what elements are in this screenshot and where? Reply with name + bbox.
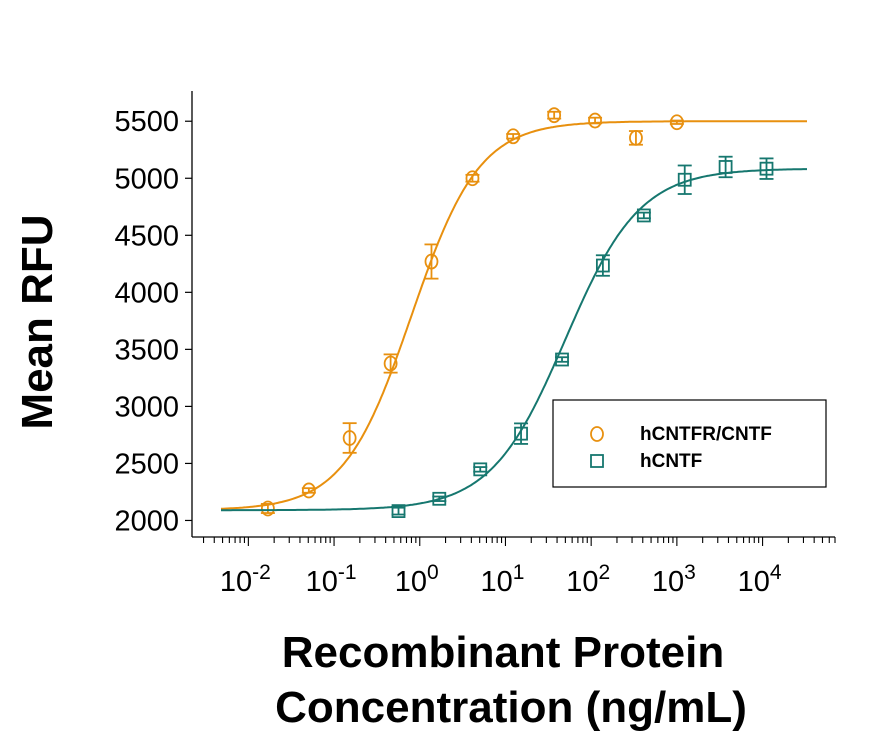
fit-curve-hcntf	[221, 168, 807, 512]
legend-circle-marker	[590, 426, 604, 442]
data-point	[669, 114, 684, 131]
legend: hCNTFR/CNTF hCNTF	[552, 399, 827, 488]
square-marker	[677, 172, 692, 187]
data-point	[718, 155, 733, 179]
circle-marker	[588, 112, 602, 129]
square-marker	[432, 491, 447, 506]
data-point	[424, 243, 439, 280]
square-marker	[636, 208, 651, 223]
circle-marker	[506, 128, 521, 145]
data-point	[432, 491, 447, 506]
data-point	[391, 504, 406, 519]
circle-marker	[301, 482, 316, 499]
data-point	[506, 128, 521, 145]
data-point	[677, 164, 692, 195]
data-point	[555, 352, 570, 367]
data-point	[547, 107, 562, 124]
legend-square-marker	[590, 454, 604, 468]
data-point	[588, 112, 603, 129]
square-marker	[595, 258, 610, 273]
data-point	[301, 482, 316, 499]
legend-box	[552, 399, 827, 488]
y-tick-label: 5500	[114, 106, 179, 138]
circle-marker	[342, 430, 357, 446]
y-tick-label: 4500	[114, 220, 179, 252]
square-marker	[759, 161, 774, 176]
data-point	[514, 422, 529, 445]
circle-marker	[669, 114, 684, 131]
y-tick-label: 3500	[114, 334, 179, 366]
circle-marker	[424, 253, 439, 270]
data-point	[342, 422, 357, 454]
legend-label-hcntfr-cntf: hCNTFR/CNTF	[640, 424, 772, 445]
circle-marker	[383, 355, 398, 372]
x-tick-label: 101	[480, 561, 524, 598]
y-tick-label: 3000	[114, 391, 179, 423]
y-tick-label: 4000	[114, 277, 179, 309]
x-tick-label: 10-2	[220, 561, 271, 598]
x-tick-label: 10-1	[306, 561, 357, 598]
plot-area	[220, 107, 807, 519]
x-tick-label: 102	[566, 561, 610, 598]
data-point	[759, 157, 774, 180]
y-tick-label: 2500	[114, 448, 179, 480]
square-marker	[473, 462, 488, 477]
axes: 2000 2500 3000 3500 4000 4500 5000 5500 10-2 10-1…	[114, 91, 836, 598]
circle-marker	[629, 129, 643, 146]
y-tick-label: 2000	[114, 505, 179, 537]
legend-label-hcntf: hCNTF	[640, 451, 702, 472]
square-marker	[391, 504, 406, 519]
square-marker	[555, 352, 569, 367]
y-axis-title: Mean RFU	[13, 214, 62, 429]
data-point	[636, 208, 651, 223]
x-tick-label: 100	[395, 561, 439, 598]
x-tick-label: 104	[738, 561, 782, 598]
data-point	[628, 129, 643, 146]
data-point	[465, 170, 480, 187]
x-tick-label: 103	[652, 561, 696, 598]
square-marker	[514, 426, 528, 441]
circle-marker	[260, 500, 275, 517]
x-axis-title-line1: Recombinant Protein	[282, 628, 725, 677]
square-marker	[718, 160, 733, 174]
data-point	[383, 353, 398, 374]
data-point	[473, 462, 488, 477]
y-tick-label: 5000	[114, 163, 179, 195]
x-axis-title-line2: Concentration (ng/mL)	[275, 683, 747, 732]
data-point	[260, 500, 275, 517]
circle-marker	[465, 170, 480, 187]
circle-marker	[547, 107, 562, 124]
data-point	[595, 254, 610, 277]
